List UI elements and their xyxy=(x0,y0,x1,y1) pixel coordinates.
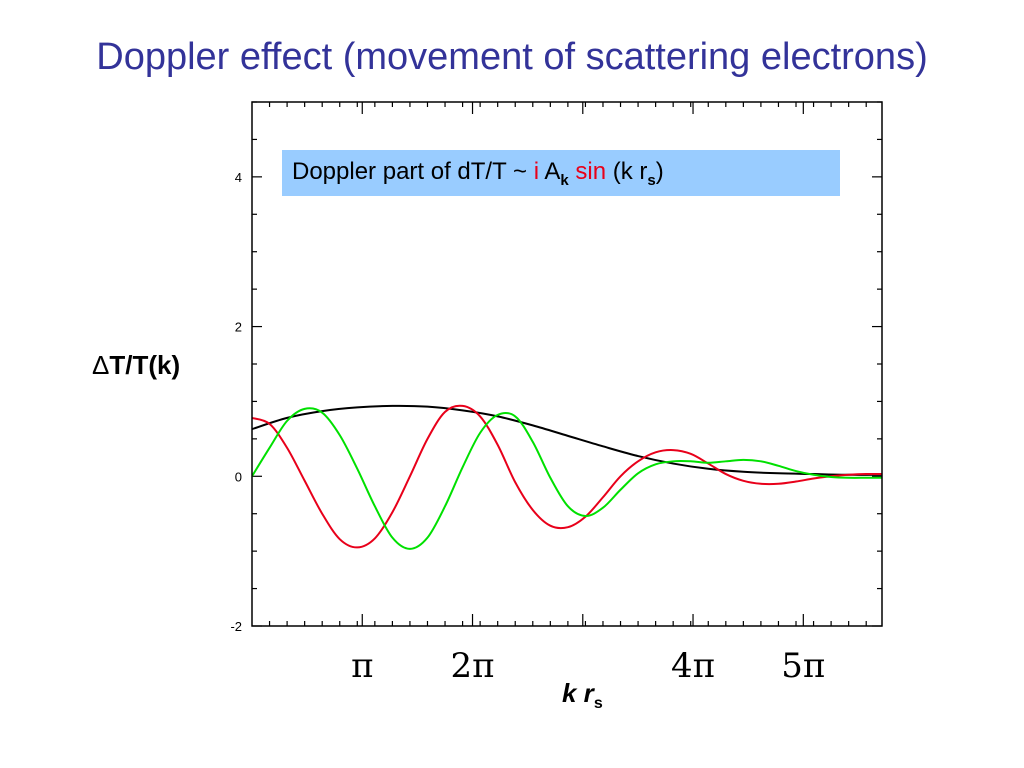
formula-k-sub: k xyxy=(560,171,569,189)
formula-a: A xyxy=(539,158,561,185)
y-tick-label: -2 xyxy=(230,619,242,634)
axis-ticks xyxy=(252,101,882,627)
plot-frame xyxy=(251,101,883,627)
y-axis-label-text: T/T(k) xyxy=(109,350,181,380)
black-curve xyxy=(252,404,882,476)
y-axis-label-delta: Δ xyxy=(92,350,110,380)
x-axis-label-main: k r xyxy=(562,678,594,708)
y-tick-labels: -2 0 2 4 xyxy=(230,170,242,634)
formula-s-sub: s xyxy=(647,171,656,189)
x-tick-label: 2π xyxy=(450,646,495,686)
formula-arg-close: ) xyxy=(655,158,664,185)
formula-annotation: Doppler part of dT/T ~ i Ak sin (k rs) xyxy=(282,150,840,196)
formula-arg-open: (k r xyxy=(606,158,648,185)
y-axis-label: ΔT/T(k) xyxy=(92,350,180,381)
x-tick-label: 5π xyxy=(781,646,826,686)
green-curve xyxy=(252,407,882,550)
x-tick-label: π xyxy=(351,646,374,686)
formula-prefix: Doppler part of dT/T ~ xyxy=(292,158,534,185)
formula-i: i xyxy=(533,158,540,185)
curves xyxy=(252,404,882,550)
formula-sin: sin xyxy=(575,158,607,185)
y-tick-label: 0 xyxy=(235,469,242,484)
red-curve xyxy=(252,404,882,549)
x-axis-label-sub: s xyxy=(593,695,603,713)
y-tick-label: 4 xyxy=(235,170,242,185)
x-tick-label: 4π xyxy=(671,646,716,686)
x-axis-label: k rs xyxy=(562,678,603,713)
slide-title: Doppler effect (movement of scattering e… xyxy=(96,36,928,78)
y-tick-label: 2 xyxy=(235,320,242,335)
